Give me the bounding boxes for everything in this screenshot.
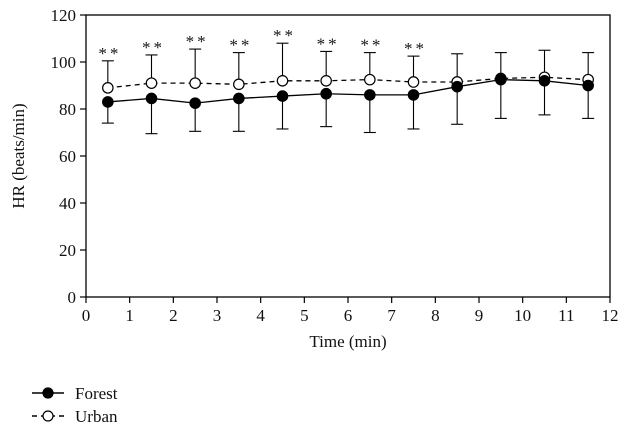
data-point-forest [538,75,551,87]
data-point-forest [364,89,376,101]
data-point-urban [364,73,376,86]
legend-marker-urban [42,410,54,422]
data-point-urban [276,75,289,87]
significance-mark: ** [404,39,427,58]
data-point-forest [407,89,420,101]
series-lines [107,76,589,104]
x-tick-label: 7 [387,306,396,325]
legend-item-forest: Forest [32,384,118,403]
data-point-forest [451,80,463,93]
x-tick-label: 2 [169,306,178,325]
data-point-forest [320,87,332,100]
series-line-urban [107,76,589,89]
plot-area [85,14,611,298]
x-tick-label: 0 [82,306,91,325]
significance-mark: ** [142,38,165,57]
data-point-urban [320,75,332,87]
x-tick-label: 9 [475,306,484,325]
data-point-forest [233,92,245,105]
data-point-forest [582,79,594,92]
legend-label-urban: Urban [75,407,118,426]
significance-mark: ** [273,26,296,45]
x-tick-label: 12 [602,306,619,325]
series-line-forest [107,78,589,104]
y-ticks: 0 20 40 60 80 100 120 [51,6,86,307]
y-tick-label: 0 [68,288,77,307]
significance-mark: ** [98,44,121,63]
data-point-forest [145,92,158,105]
x-tick-label: 1 [125,306,134,325]
significance-mark: ** [229,36,252,55]
legend-item-urban: Urban [32,407,118,426]
y-axis-label: HR (beats/min) [9,103,28,208]
x-tick-label: 8 [431,306,440,325]
significance-mark: ** [317,34,340,53]
y-tick-label: 80 [59,100,76,119]
data-point-urban [233,78,245,91]
x-tick-label: 11 [558,306,574,325]
data-point-forest [189,97,201,109]
data-point-forest [276,90,289,102]
legend-label-forest: Forest [75,384,118,403]
data-point-urban [189,77,201,89]
data-point-urban [102,82,114,94]
y-tick-label: 120 [51,6,77,25]
x-tick-label: 3 [213,306,222,325]
data-point-forest [495,73,507,86]
legend-marker-forest [42,387,54,399]
x-tick-label: 5 [300,306,309,325]
y-tick-label: 40 [59,194,76,213]
x-tick-label: 6 [344,306,353,325]
error-bars [101,42,595,135]
data-points [102,71,594,109]
data-point-urban [145,77,158,89]
significance-mark: ** [360,36,383,55]
significance-marks: ** ** ** ** ** ** ** ** [98,26,427,63]
plot-frame [85,14,611,298]
x-tick-label: 10 [514,306,531,325]
data-point-urban [407,76,420,88]
x-tick-label: 4 [256,306,265,325]
x-ticks: 0 1 2 3 4 5 6 7 8 9 10 11 12 [82,297,619,325]
y-tick-label: 20 [59,241,76,260]
significance-mark: ** [186,32,209,51]
y-tick-label: 100 [51,53,77,72]
x-axis-label: Time (min) [309,332,386,351]
data-point-forest [102,96,114,108]
y-tick-label: 60 [59,147,76,166]
legend: Forest Urban [32,384,118,426]
